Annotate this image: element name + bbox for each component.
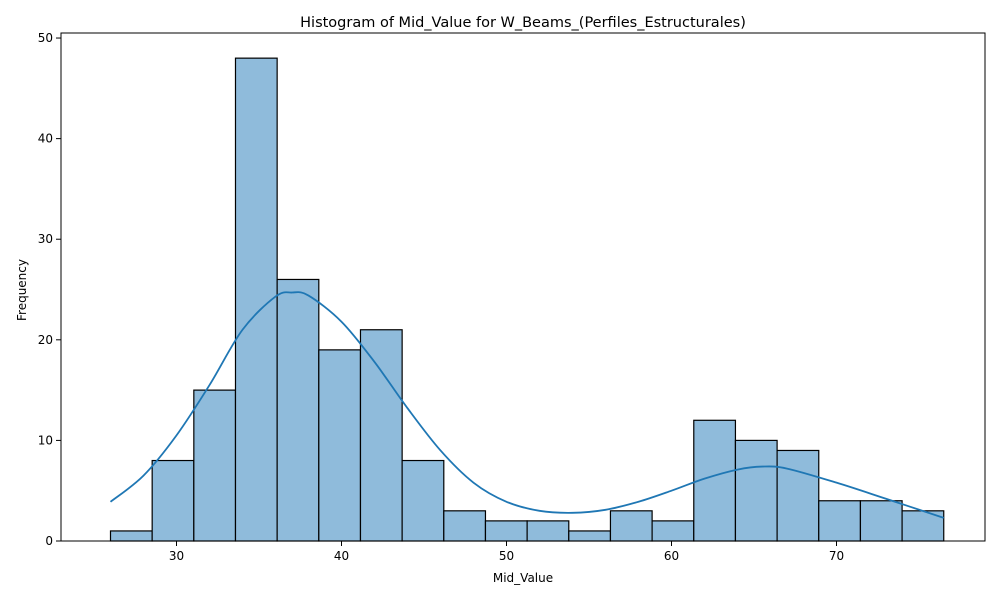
histogram-bar <box>526 520 570 542</box>
plot-frame <box>60 32 986 542</box>
histogram-bar <box>276 278 320 542</box>
bars-group <box>109 57 945 542</box>
y-tick-label: 10 <box>38 433 53 447</box>
histogram-bar <box>818 500 862 542</box>
histogram-bar <box>484 520 528 542</box>
x-tick-label: 40 <box>334 549 349 563</box>
kde-curve <box>109 291 945 519</box>
histogram-bar <box>609 510 653 542</box>
histogram-bar <box>568 530 612 542</box>
x-tick-label: 50 <box>499 549 514 563</box>
histogram-bar <box>859 500 903 542</box>
histogram-bar <box>193 389 237 542</box>
x-tick-label: 30 <box>169 549 184 563</box>
chart-title: Histogram of Mid_Value for W_Beams_(Perf… <box>300 15 746 31</box>
histogram-bar <box>443 510 487 542</box>
histogram-bar <box>401 459 445 542</box>
x-tick-label: 60 <box>664 549 679 563</box>
histogram-bar <box>776 449 820 542</box>
histogram-bar <box>734 439 778 542</box>
histogram-bar <box>318 349 362 542</box>
y-tick-label: 20 <box>38 333 53 347</box>
y-tick-label: 30 <box>38 232 53 246</box>
y-tick-label: 40 <box>38 132 53 146</box>
axes-group: 30 40 50 60 70 0 10 20 30 40 50 <box>38 31 986 563</box>
x-axis-label: Mid_Value <box>493 571 553 585</box>
histogram-bar <box>651 520 695 542</box>
y-tick-label: 50 <box>38 31 53 45</box>
histogram-bar <box>109 530 153 542</box>
y-tick-label: 0 <box>45 534 53 548</box>
kde-group <box>109 291 945 519</box>
histogram-bar <box>359 329 403 542</box>
x-tick-label: 70 <box>829 549 844 563</box>
y-axis-label: Frequency <box>15 259 29 321</box>
histogram-bar <box>151 459 195 542</box>
